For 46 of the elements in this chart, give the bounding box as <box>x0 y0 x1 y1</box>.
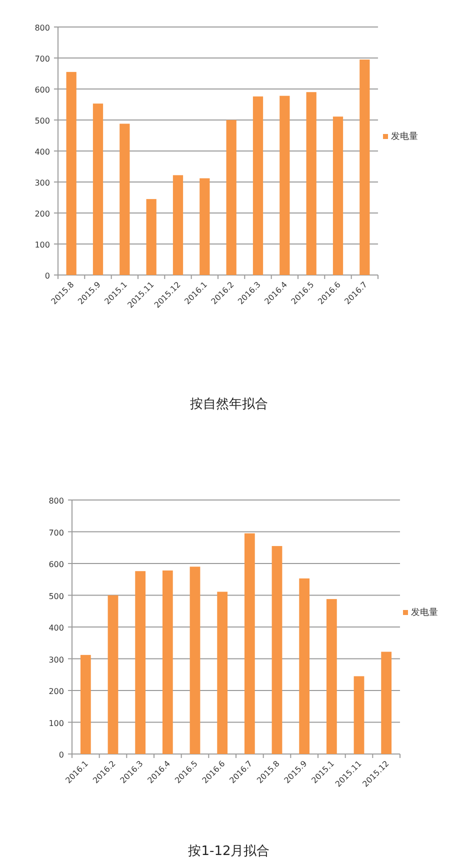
y-tick-label: 800 <box>48 496 64 506</box>
bar <box>332 116 344 275</box>
bar <box>252 96 264 275</box>
bar <box>217 592 228 754</box>
y-tick-label: 700 <box>48 528 64 538</box>
bar <box>326 599 337 754</box>
bar <box>272 546 282 754</box>
y-tick-label: 500 <box>48 592 64 601</box>
y-tick-label: 700 <box>34 54 50 64</box>
y-tick-label: 300 <box>48 655 64 664</box>
y-tick-label: 0 <box>58 750 64 760</box>
bar <box>190 566 200 754</box>
y-tick-label: 500 <box>34 116 50 126</box>
y-tick-label: 100 <box>48 718 64 728</box>
bar <box>280 96 290 275</box>
bar <box>200 178 210 275</box>
y-tick-label: 200 <box>34 210 50 218</box>
bar <box>92 104 104 275</box>
bar <box>226 120 236 275</box>
bar <box>381 652 392 754</box>
bar <box>120 124 130 275</box>
y-tick-label: 200 <box>48 687 64 696</box>
text: 按自然年拟合 <box>190 397 268 412</box>
y-tick-label: 400 <box>48 624 64 632</box>
bar <box>244 533 255 754</box>
y-tick-label: 600 <box>34 86 50 94</box>
y-tick-label: 400 <box>34 148 50 156</box>
text: 按1-12月拟合 <box>188 844 270 859</box>
y-tick-label: 600 <box>48 560 64 569</box>
y-tick-label: 100 <box>34 240 50 250</box>
bar <box>306 92 316 275</box>
bar <box>354 676 364 754</box>
legend-label: 发电量 <box>391 131 418 142</box>
bar <box>172 175 184 275</box>
y-tick-label: 800 <box>34 24 50 32</box>
bar <box>162 570 173 754</box>
bar <box>108 595 118 754</box>
y-tick-label: 0 <box>44 272 50 280</box>
y-tick-label: 300 <box>34 178 50 188</box>
bar <box>146 199 156 275</box>
bar <box>299 578 310 754</box>
bar <box>66 72 76 275</box>
bar <box>80 654 91 754</box>
bar <box>135 571 146 754</box>
bar <box>360 60 370 275</box>
legend-label: 发电量 <box>411 607 438 618</box>
